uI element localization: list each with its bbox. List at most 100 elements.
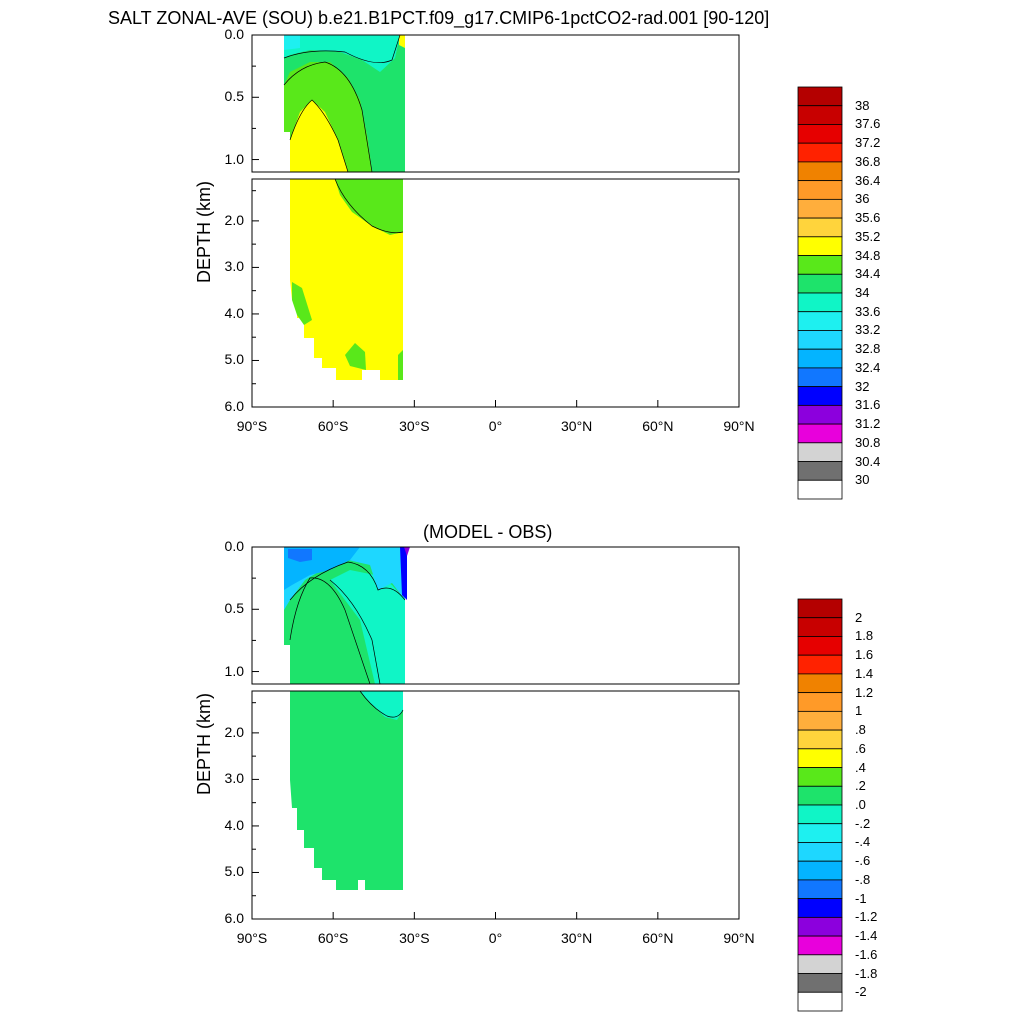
colorbar-label: -.2 [855, 815, 871, 831]
y-tick-label: 1.0 [224, 150, 244, 167]
tick-marks [251, 34, 740, 920]
colorbar-swatch [797, 748, 843, 768]
colorbar-label: -.8 [855, 871, 871, 887]
salt-deep-green-bottom [345, 343, 366, 370]
colorbar-swatch [797, 142, 843, 163]
y-tick-label: 5.0 [224, 863, 244, 880]
colorbar-swatch [797, 860, 843, 881]
x-tick-label: 90°N [723, 418, 755, 434]
colorbar-swatch [797, 105, 843, 125]
y-tick-label: 5.0 [224, 351, 244, 368]
colorbar-label: 35.2 [855, 228, 881, 244]
colorbar-label: -1 [855, 890, 867, 906]
colorbar-label: -.4 [855, 834, 871, 850]
colorbar-swatch [797, 86, 843, 107]
diff-deep-aqua [360, 691, 403, 720]
colorbar-swatch [797, 180, 843, 200]
colorbar-swatch [797, 729, 843, 750]
salt-deep-green-right [398, 350, 403, 380]
colorbar-swatch [797, 404, 843, 425]
colorbar-swatch [797, 124, 843, 144]
colorbar-label: 32.4 [855, 359, 881, 375]
chart-title-diff: (MODEL - OBS) [423, 522, 553, 542]
colorbar-swatch [797, 654, 843, 675]
colorbar-swatch [797, 386, 843, 406]
colorbar-label: 36.4 [855, 172, 881, 188]
salinity-panel [251, 34, 740, 408]
colorbar-label: 34.8 [855, 247, 881, 263]
colorbar-label: 1.8 [855, 628, 874, 644]
colorbar-swatch [797, 273, 843, 294]
x-tick-label: 30°N [561, 930, 593, 946]
colorbar-swatch [797, 710, 843, 731]
colorbar-label: 1.6 [855, 647, 874, 663]
diff-fill-seagreen-core [290, 578, 370, 684]
colorbar-swatch [797, 217, 843, 238]
colorbar-swatch [797, 311, 843, 331]
salt-deep-yellow [290, 179, 403, 380]
colorbar-label: 37.2 [855, 135, 881, 151]
colorbar-swatch [797, 916, 843, 937]
colorbar-label: -1.2 [855, 909, 878, 925]
plot-frame-upper [251, 546, 740, 685]
y-tick-label: 3.0 [224, 258, 244, 275]
x-tick-label: 0° [488, 418, 503, 434]
salt-deep-green-left [292, 282, 312, 325]
colorbar-label: .6 [855, 740, 866, 756]
salt-contour-line [289, 99, 349, 173]
colorbar-label: 36 [855, 191, 870, 207]
colorbar-label: 30 [855, 472, 870, 488]
colorbar-swatch [797, 767, 843, 787]
salt-deep-green [335, 179, 403, 235]
colorbar-label: 37.6 [855, 116, 881, 132]
plot-frame-upper [251, 34, 740, 173]
diff-fill-aqua [330, 570, 405, 684]
salt-fill-yellow-topright [399, 35, 405, 48]
chart-title: SALT ZONAL-AVE (SOU) b.e21.B1PCT.f09_g17… [108, 8, 770, 28]
colorbar-swatch [797, 991, 843, 1012]
colorbar-swatch [797, 348, 843, 369]
colorbar-swatch [797, 879, 843, 900]
colorbar-label: 30.4 [855, 453, 881, 469]
colorbar-label: 2 [855, 609, 863, 625]
diff-landmask [284, 645, 290, 684]
colorbar-swatch [797, 692, 843, 712]
colorbar-label: .2 [855, 778, 866, 794]
colorbar-swatch [797, 935, 843, 956]
colorbar-swatch [797, 804, 843, 825]
x-tick-label: 90°S [236, 930, 268, 946]
x-tick-label: 90°N [723, 930, 755, 946]
y-tick-label: 6.0 [224, 910, 244, 926]
colorbar-swatch [797, 198, 843, 219]
colorbar-label: 34 [855, 285, 870, 300]
colorbar-swatch [797, 785, 843, 806]
salt-landmask [284, 132, 290, 172]
colorbar-swatch [797, 423, 843, 444]
x-tick-label: 30°N [561, 418, 593, 434]
colorbars [797, 86, 843, 1012]
colorbar-swatch [797, 973, 843, 993]
colorbar-swatch [797, 673, 843, 694]
y-tick-label: 2.0 [224, 723, 244, 740]
colorbar-label: 33.6 [855, 303, 881, 319]
colorbar-swatch [797, 954, 843, 974]
difference-panel [251, 546, 740, 920]
colorbar-label: 30.8 [855, 434, 881, 450]
colorbar-swatch [797, 330, 843, 350]
salt-fill-yellow [290, 100, 348, 172]
colorbar-swatch [797, 292, 843, 313]
colorbar-label: 1.2 [855, 684, 874, 700]
diff-contour-line [289, 561, 406, 601]
colorbar-label: 32.8 [855, 341, 881, 357]
x-tick-label: 90°S [236, 418, 268, 434]
x-tick-label: 60°S [317, 418, 349, 434]
colorbar-swatch [797, 161, 843, 182]
x-tick-label: 60°N [642, 930, 674, 946]
y-tick-label: 4.0 [224, 304, 244, 321]
colorbar-swatch [797, 255, 843, 275]
y-tick-label: 6.0 [224, 398, 244, 414]
x-tick-label: 0° [488, 930, 503, 946]
y-tick-label: 4.0 [224, 816, 244, 833]
colorbar-swatch [797, 442, 843, 462]
